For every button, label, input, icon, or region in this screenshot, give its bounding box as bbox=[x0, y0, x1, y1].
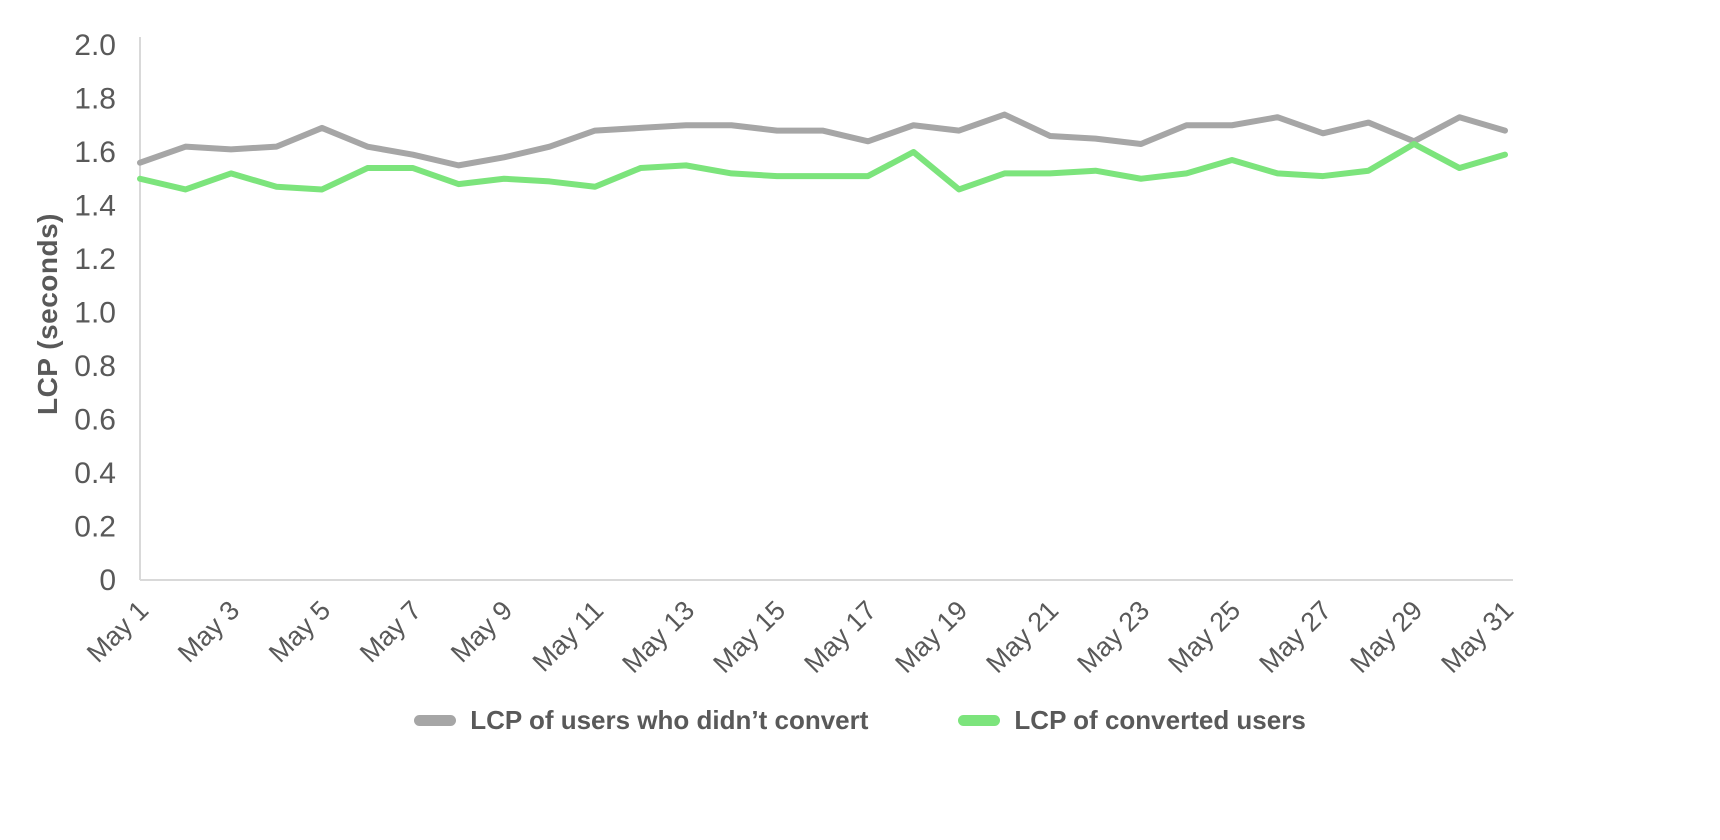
x-tick-label: May 5 bbox=[263, 595, 336, 668]
y-tick-label: 1.2 bbox=[74, 243, 116, 276]
legend-label-not-converted: LCP of users who didn’t convert bbox=[470, 705, 869, 735]
y-tick-label: 1.4 bbox=[74, 190, 116, 223]
x-tick-label: May 23 bbox=[1071, 595, 1155, 679]
x-tick-label: May 25 bbox=[1162, 595, 1246, 679]
x-tick-label: May 31 bbox=[1435, 595, 1519, 679]
y-axis-title: LCP (seconds) bbox=[32, 212, 63, 416]
y-tick-label: 2.0 bbox=[74, 29, 116, 62]
legend-swatch-converted-icon bbox=[958, 715, 1001, 726]
y-tick-label: 0.8 bbox=[74, 350, 116, 383]
legend-swatch-not-converted-icon bbox=[414, 715, 457, 726]
series-line-0 bbox=[137, 111, 1508, 169]
y-tick-label: 0 bbox=[99, 564, 116, 597]
x-tick-label: May 17 bbox=[798, 595, 882, 679]
x-tick-label: May 13 bbox=[616, 595, 700, 679]
x-tick-label: May 1 bbox=[81, 595, 154, 668]
series-line-1 bbox=[137, 140, 1508, 193]
x-tick-label: May 21 bbox=[980, 595, 1064, 679]
x-tick-label: May 19 bbox=[889, 595, 973, 679]
y-tick-label: 1.6 bbox=[74, 136, 116, 169]
y-tick-label: 1.8 bbox=[74, 83, 116, 116]
x-tick-label: May 27 bbox=[1253, 595, 1337, 679]
x-tick-label: May 7 bbox=[354, 595, 427, 668]
y-tick-label: 0.2 bbox=[74, 511, 116, 544]
x-tick-label: May 9 bbox=[445, 595, 518, 668]
legend-item-not-converted: LCP of users who didn’t convert bbox=[414, 705, 868, 736]
x-tick-label: May 15 bbox=[707, 595, 791, 679]
y-tick-label: 0.6 bbox=[74, 404, 116, 437]
y-tick-label: 1.0 bbox=[74, 297, 116, 330]
x-tick-label: May 11 bbox=[527, 595, 609, 677]
legend: LCP of users who didn’t convert LCP of c… bbox=[0, 705, 1720, 736]
x-tick-label: May 3 bbox=[172, 595, 245, 668]
x-tick-label: May 29 bbox=[1344, 595, 1428, 679]
legend-item-converted: LCP of converted users bbox=[958, 705, 1306, 736]
y-tick-label: 0.4 bbox=[74, 457, 116, 490]
legend-label-converted: LCP of converted users bbox=[1014, 705, 1306, 735]
